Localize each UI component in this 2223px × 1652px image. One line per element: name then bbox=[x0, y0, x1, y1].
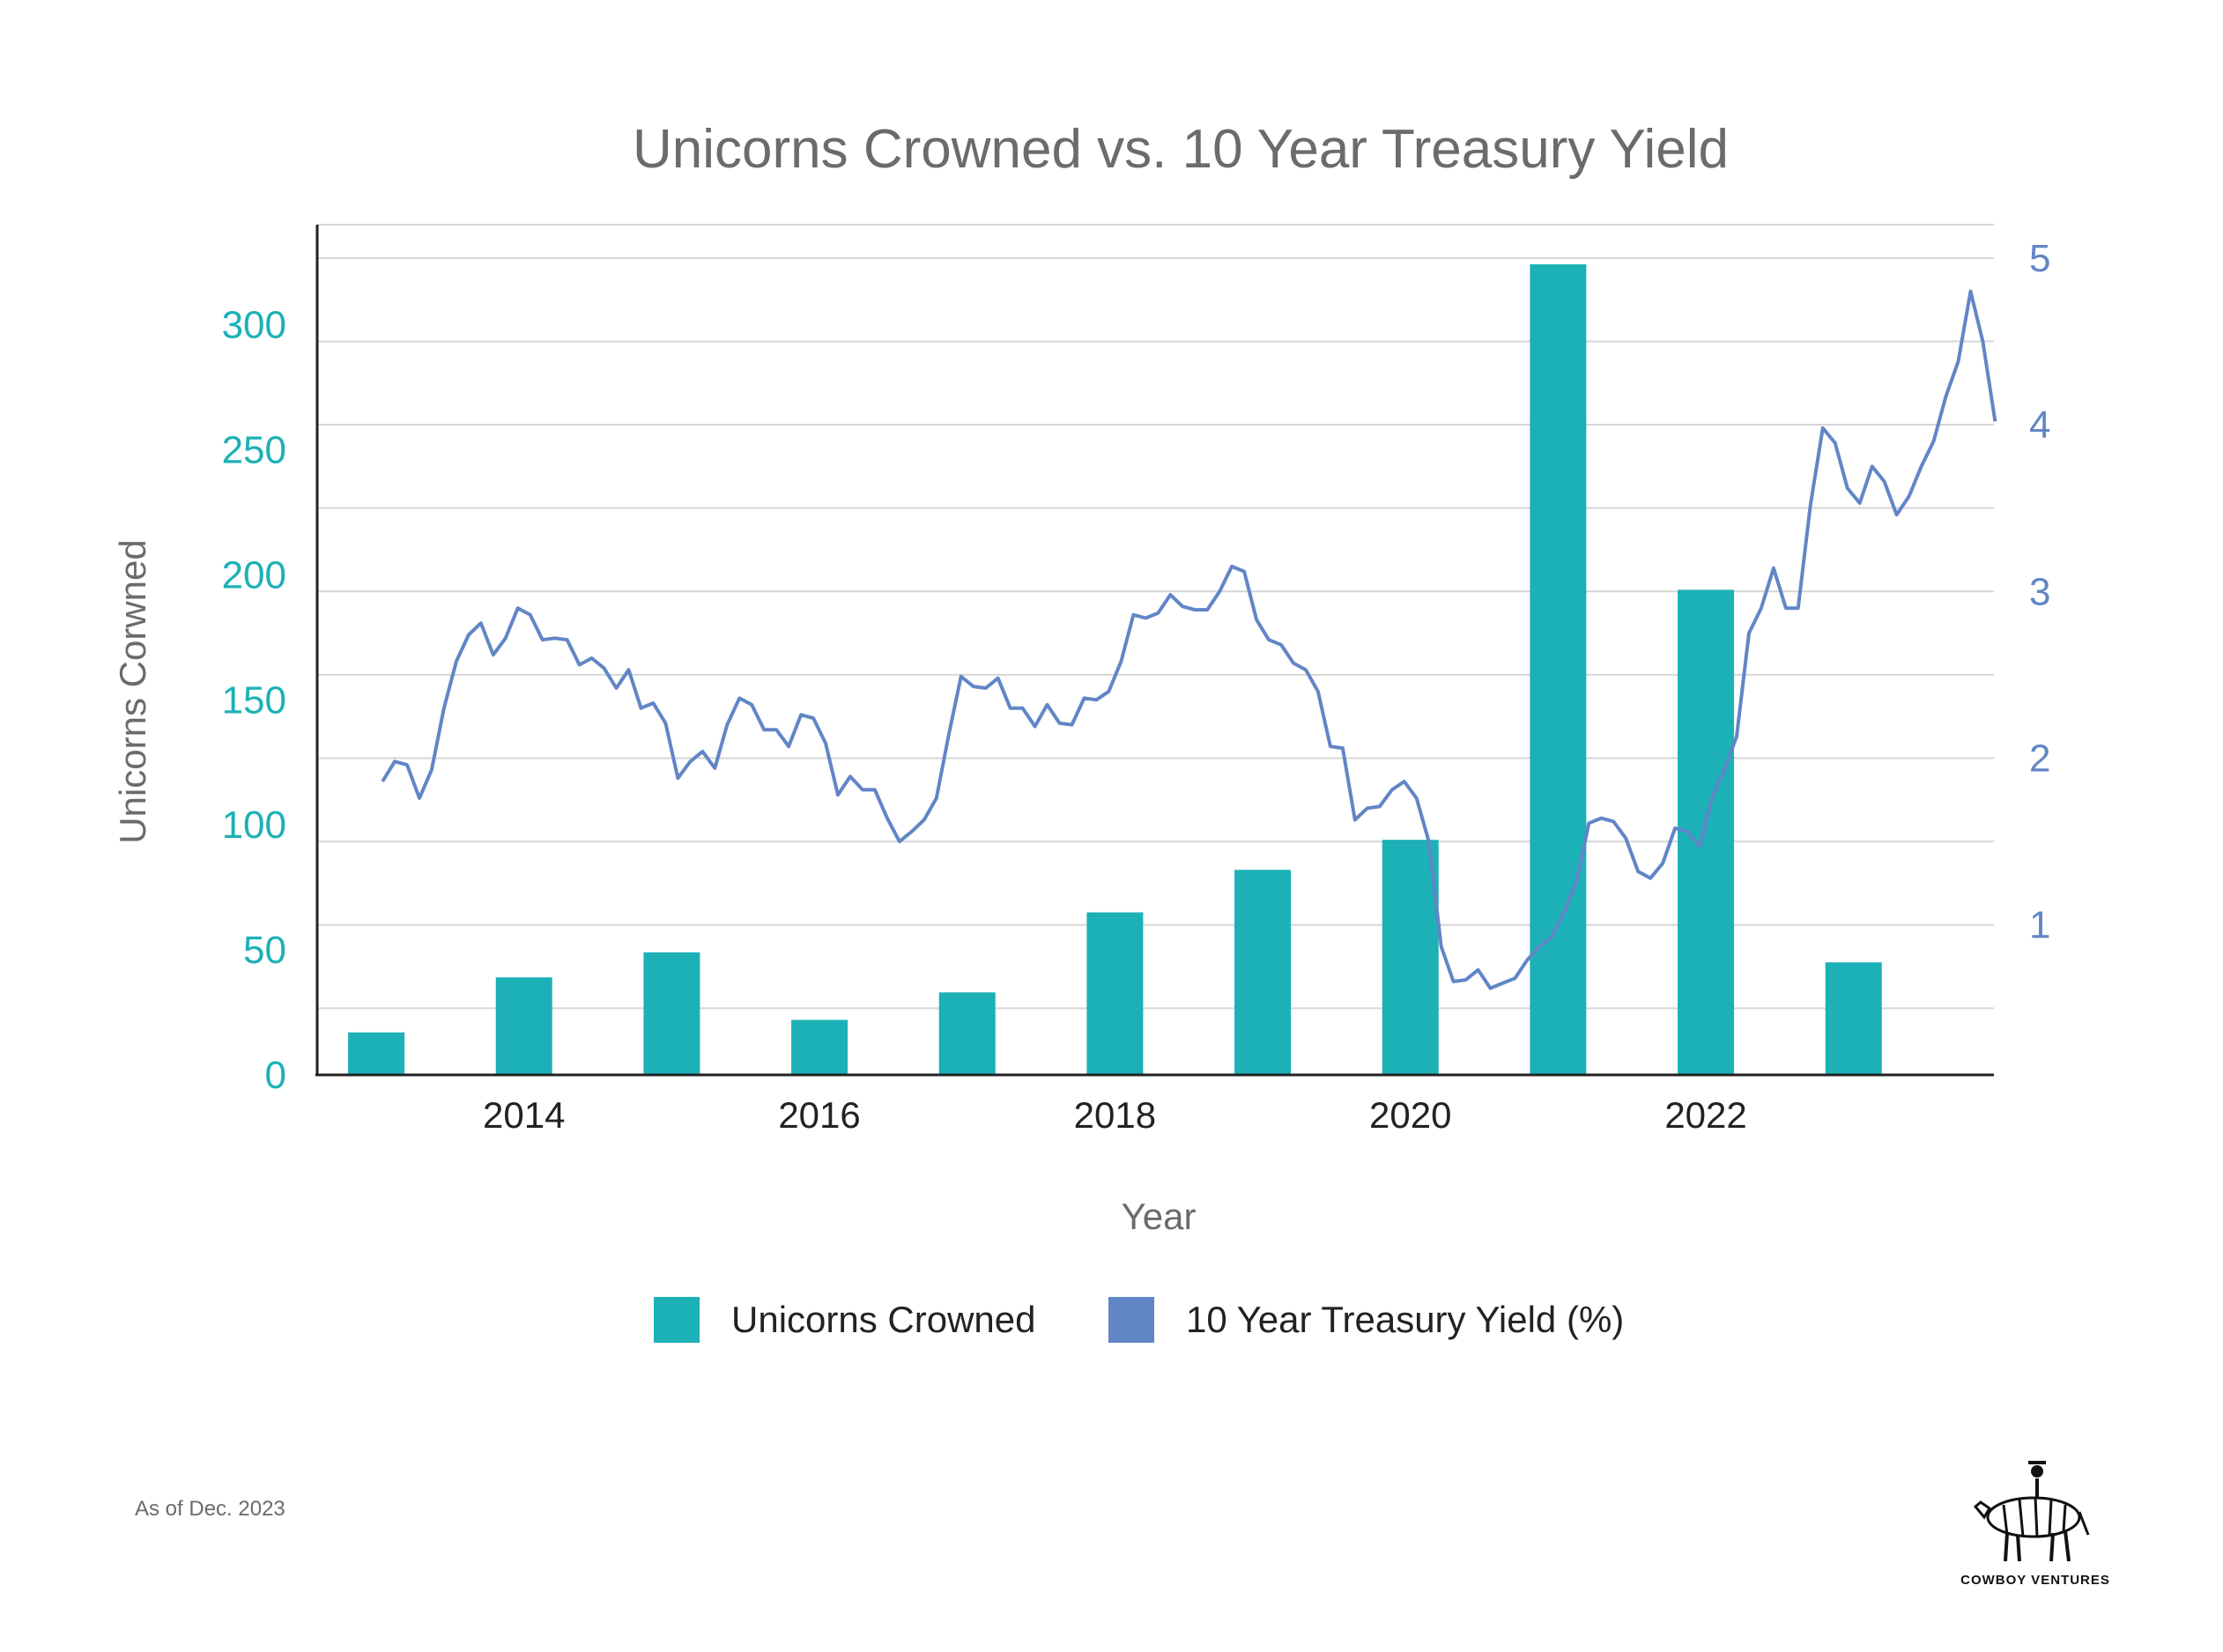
y2-tick-label: 4 bbox=[2029, 404, 2050, 447]
brand-name: COWBOY VENTURES bbox=[1960, 1573, 2110, 1588]
legend-label-unicorns: Unicorns Crowned bbox=[731, 1299, 1035, 1340]
y-tick-label: 300 bbox=[222, 304, 286, 347]
bars bbox=[348, 264, 1882, 1075]
y-tick-label: 100 bbox=[222, 804, 286, 847]
yield-line-layer bbox=[381, 289, 1997, 990]
chart-title: Unicorns Crowned vs. 10 Year Treasury Yi… bbox=[633, 119, 1729, 180]
bar-2023 bbox=[1825, 962, 1882, 1075]
legend-label-yield: 10 Year Treasury Yield (%) bbox=[1186, 1299, 1624, 1340]
x-axis-label: Year bbox=[1122, 1196, 1197, 1237]
x-tick-label: 2018 bbox=[1074, 1094, 1156, 1136]
yield-line bbox=[381, 289, 1997, 990]
footnote: As of Dec. 2023 bbox=[135, 1497, 285, 1521]
y-axis-ticks: 0 50 100 150 200 250 300 bbox=[222, 304, 286, 1097]
y-tick-label: 150 bbox=[222, 678, 286, 722]
legend: Unicorns Crowned 10 Year Treasury Yield … bbox=[654, 1297, 1624, 1343]
y2-tick-label: 5 bbox=[2029, 237, 2050, 280]
y-tick-label: 50 bbox=[243, 929, 286, 972]
y-tick-label: 250 bbox=[222, 428, 286, 471]
x-tick-label: 2020 bbox=[1369, 1094, 1451, 1136]
y2-tick-label: 2 bbox=[2029, 737, 2050, 780]
bar-2013 bbox=[348, 1032, 405, 1075]
bar-2015 bbox=[643, 952, 700, 1075]
bar-2016 bbox=[791, 1019, 848, 1075]
y-tick-label: 200 bbox=[222, 553, 286, 596]
x-tick-label: 2014 bbox=[483, 1094, 565, 1136]
bar-2017 bbox=[938, 992, 996, 1075]
y2-tick-label: 1 bbox=[2029, 904, 2050, 947]
y2-axis-ticks: 1 2 3 4 5 bbox=[2029, 237, 2050, 947]
legend-swatch-unicorns bbox=[654, 1297, 700, 1343]
bar-2020 bbox=[1382, 840, 1439, 1075]
x-tick-label: 2016 bbox=[778, 1094, 860, 1136]
y-tick-label: 0 bbox=[265, 1054, 286, 1097]
bar-2018 bbox=[1086, 912, 1144, 1075]
bar-2019 bbox=[1234, 870, 1292, 1075]
x-axis-ticks: 2014 2016 2018 2020 2022 bbox=[483, 1094, 1747, 1136]
zebra-with-rider-icon bbox=[1973, 1461, 2090, 1562]
y-axis-label: Unicorns Corwned bbox=[112, 539, 153, 843]
y2-tick-label: 3 bbox=[2029, 570, 2050, 613]
x-tick-label: 2022 bbox=[1664, 1094, 1746, 1136]
bar-2021 bbox=[1530, 264, 1587, 1075]
bar-2014 bbox=[495, 977, 552, 1075]
legend-swatch-yield bbox=[1108, 1297, 1154, 1343]
gridlines bbox=[317, 224, 1994, 1010]
